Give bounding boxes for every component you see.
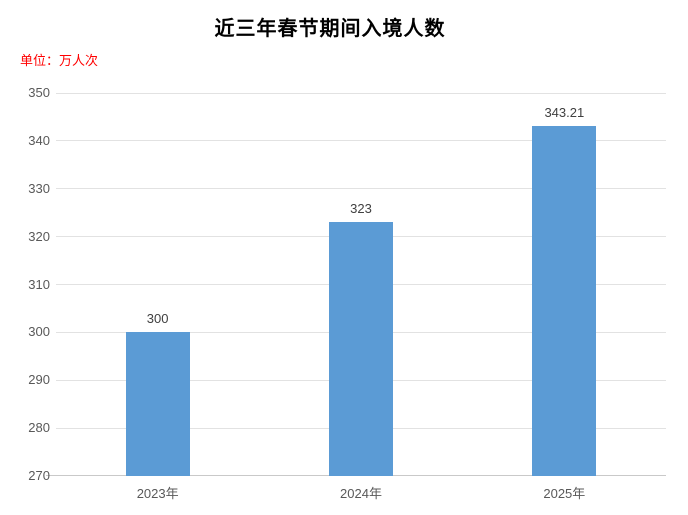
chart-title: 近三年春节期间入境人数 (214, 18, 446, 40)
y-tick-label: 320 (28, 228, 50, 244)
bar-2023年 (125, 332, 190, 476)
x-tick-label: 2024年 (340, 486, 382, 501)
unit-label: 单位：万人次 (20, 53, 99, 68)
y-tick-label: 270 (28, 468, 50, 483)
y-tick-label: 310 (28, 276, 50, 292)
y-tick-label: 280 (28, 420, 50, 436)
x-tick-label: 2025年 (543, 486, 586, 501)
y-tick-label: 330 (28, 180, 50, 196)
x-tick-label: 2023年 (136, 486, 179, 501)
bar-value-label: 323 (350, 201, 372, 217)
y-tick-label: 290 (28, 372, 50, 388)
gridline (56, 140, 666, 142)
bar-2025年 (532, 125, 597, 476)
y-tick-label: 340 (28, 132, 50, 148)
bar-value-label: 300 (146, 311, 169, 327)
y-tick-label: 300 (28, 324, 50, 340)
bar-value-label: 343.21 (544, 104, 585, 120)
gridline (56, 188, 666, 190)
bar-2024年 (329, 222, 393, 476)
gridline (56, 92, 666, 94)
y-tick-label: 350 (28, 85, 50, 100)
